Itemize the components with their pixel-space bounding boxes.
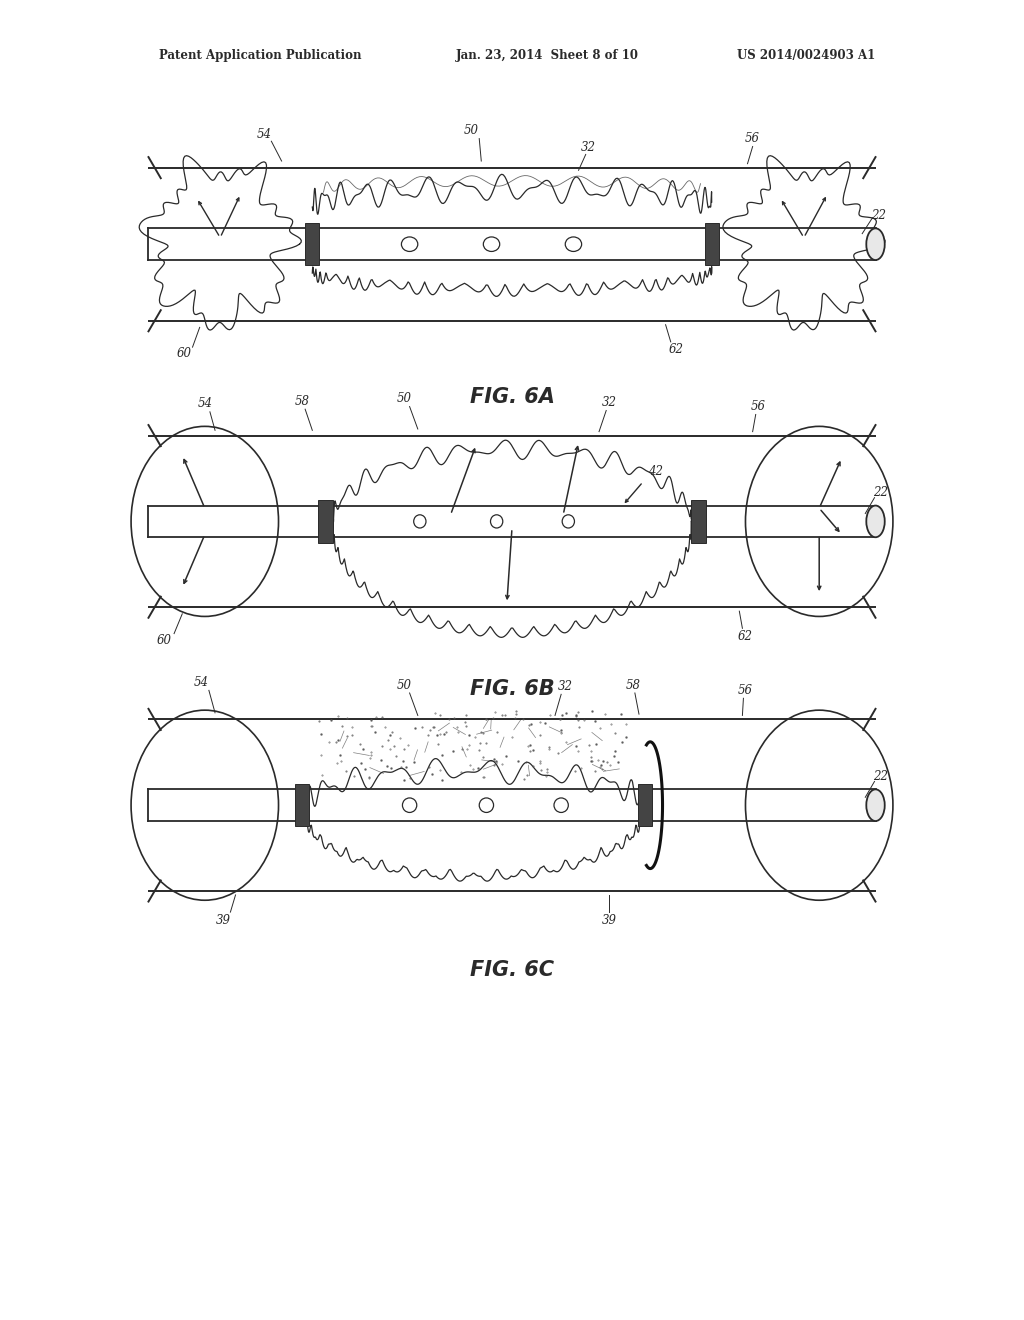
Text: 50: 50 [464, 124, 478, 137]
Text: 56: 56 [751, 400, 765, 413]
Bar [638, 784, 652, 826]
Ellipse shape [866, 789, 885, 821]
Text: 50: 50 [397, 678, 412, 692]
Text: 62: 62 [738, 630, 753, 643]
Text: 56: 56 [738, 684, 753, 697]
Text: 54: 54 [257, 128, 271, 141]
Text: 56: 56 [745, 132, 760, 145]
Bar [295, 784, 309, 826]
Text: Jan. 23, 2014  Sheet 8 of 10: Jan. 23, 2014 Sheet 8 of 10 [456, 49, 639, 62]
Text: 50: 50 [397, 392, 412, 405]
Text: 32: 32 [582, 141, 596, 154]
Text: FIG. 6C: FIG. 6C [470, 960, 554, 981]
Text: 54: 54 [198, 397, 212, 411]
Text: US 2014/0024903 A1: US 2014/0024903 A1 [737, 49, 876, 62]
Text: 22: 22 [873, 486, 888, 499]
Ellipse shape [866, 506, 885, 537]
Text: 58: 58 [295, 395, 309, 408]
Bar [691, 500, 706, 543]
Text: 58: 58 [626, 678, 640, 692]
Bar [318, 500, 333, 543]
Text: 39: 39 [602, 913, 616, 927]
Text: 32: 32 [558, 680, 572, 693]
Text: FIG. 6A: FIG. 6A [470, 387, 554, 408]
Text: 60: 60 [157, 634, 171, 647]
Text: 42: 42 [648, 465, 663, 478]
Text: 22: 22 [873, 770, 888, 783]
Text: FIG. 6B: FIG. 6B [470, 678, 554, 700]
Text: 32: 32 [602, 396, 616, 409]
Text: 22: 22 [871, 209, 886, 222]
Text: 39: 39 [216, 913, 230, 927]
Text: 54: 54 [195, 676, 209, 689]
Text: 60: 60 [177, 347, 191, 360]
Text: Patent Application Publication: Patent Application Publication [159, 49, 361, 62]
Bar [305, 223, 319, 265]
Text: 62: 62 [669, 343, 683, 356]
Ellipse shape [866, 228, 885, 260]
Bar [705, 223, 719, 265]
